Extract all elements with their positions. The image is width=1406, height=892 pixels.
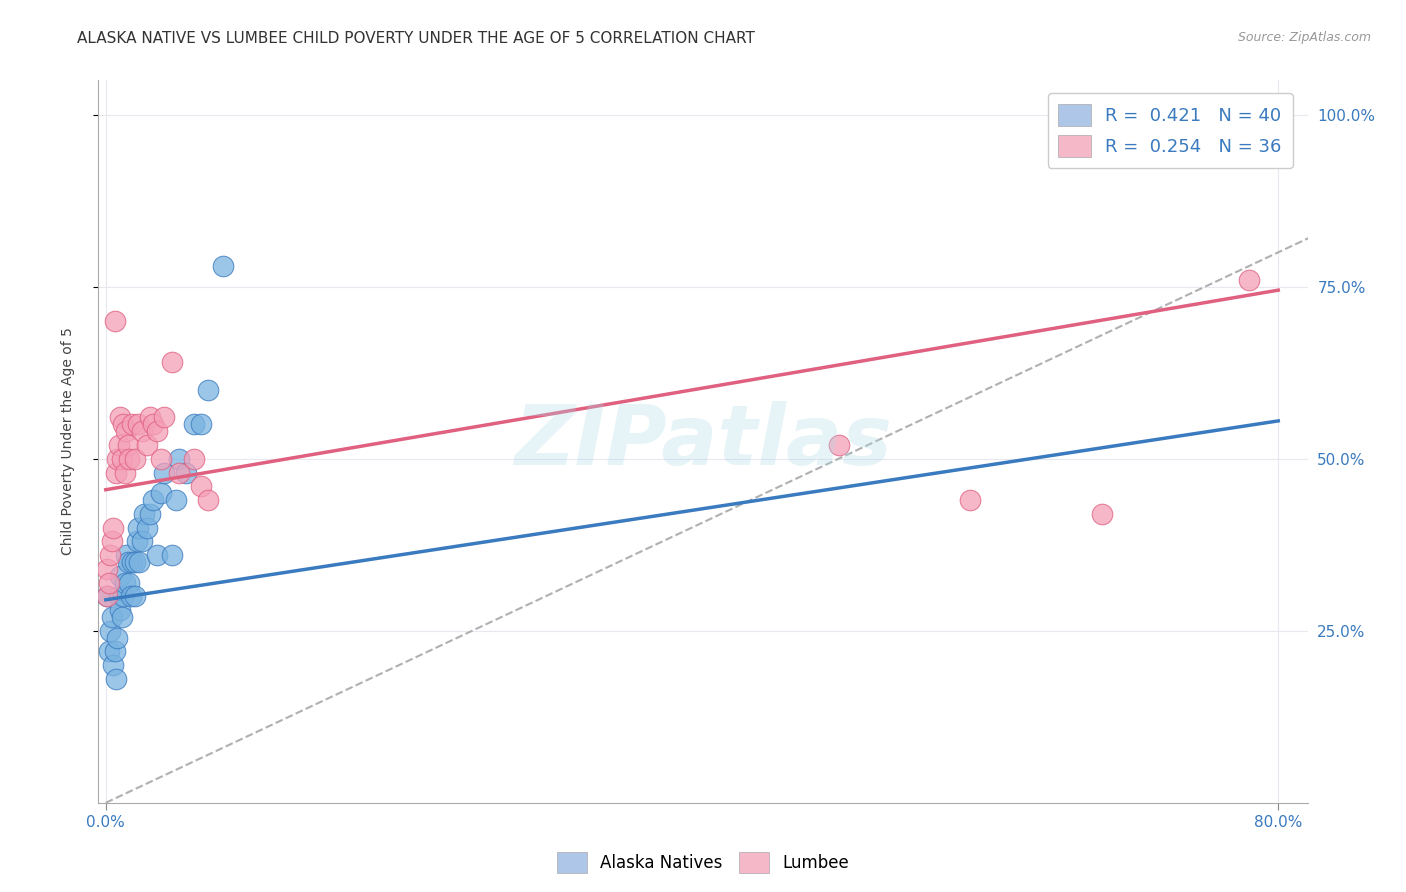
Point [135,520,157,534]
Point [131,424,153,438]
Point [96,562,118,576]
Point [110,603,132,617]
Point [110,410,132,425]
Y-axis label: Child Poverty Under the Age of 5: Child Poverty Under the Age of 5 [60,327,75,556]
Point [1237,273,1260,287]
Point [132,507,155,521]
Point [124,451,146,466]
Point [112,590,135,604]
Text: Source: ZipAtlas.com: Source: ZipAtlas.com [1237,31,1371,45]
Legend: R =  0.421   N = 40, R =  0.254   N = 36: R = 0.421 N = 40, R = 0.254 N = 36 [1047,93,1292,168]
Point [160,355,183,369]
Point [138,410,160,425]
Point [128,555,150,569]
Point [101,520,124,534]
Point [959,493,981,508]
Point [138,507,160,521]
Point [110,568,132,582]
Text: ZIPatlas: ZIPatlas [515,401,891,482]
Point [212,259,235,273]
Point [135,438,157,452]
Point [96,590,118,604]
Point [117,555,139,569]
Point [103,644,125,658]
Point [127,520,149,534]
Point [125,534,148,549]
Point [97,644,120,658]
Point [153,410,176,425]
Point [1091,507,1114,521]
Point [131,534,153,549]
Point [197,493,219,508]
Point [100,534,122,549]
Point [160,548,183,562]
Point [120,590,142,604]
Point [121,555,143,569]
Point [153,466,176,480]
Point [190,417,212,432]
Point [97,575,120,590]
Point [124,555,146,569]
Point [105,672,128,686]
Point [98,548,121,562]
Point [105,466,128,480]
Point [96,590,118,604]
Point [115,424,138,438]
Point [183,417,205,432]
Point [100,610,122,624]
Point [112,417,135,432]
Point [121,417,143,432]
Text: ALASKA NATIVE VS LUMBEE CHILD POVERTY UNDER THE AGE OF 5 CORRELATION CHART: ALASKA NATIVE VS LUMBEE CHILD POVERTY UN… [77,31,755,46]
Point [107,451,129,466]
Point [150,451,173,466]
Point [167,451,190,466]
Point [150,486,173,500]
Point [190,479,212,493]
Point [124,590,146,604]
Point [118,451,141,466]
Point [118,575,141,590]
Point [146,548,169,562]
Point [107,631,129,645]
Point [176,466,198,480]
Point [165,493,187,508]
Point [197,383,219,397]
Point [108,590,131,604]
Point [108,438,131,452]
Legend: Alaska Natives, Lumbee: Alaska Natives, Lumbee [550,846,856,880]
Point [167,466,190,480]
Point [827,438,849,452]
Point [115,548,138,562]
Point [142,417,165,432]
Point [127,417,149,432]
Point [142,493,165,508]
Point [101,658,124,673]
Point [111,610,134,624]
Point [111,451,134,466]
Point [103,314,125,328]
Point [183,451,205,466]
Point [114,575,136,590]
Point [117,438,139,452]
Point [114,466,136,480]
Point [98,624,121,638]
Point [146,424,169,438]
